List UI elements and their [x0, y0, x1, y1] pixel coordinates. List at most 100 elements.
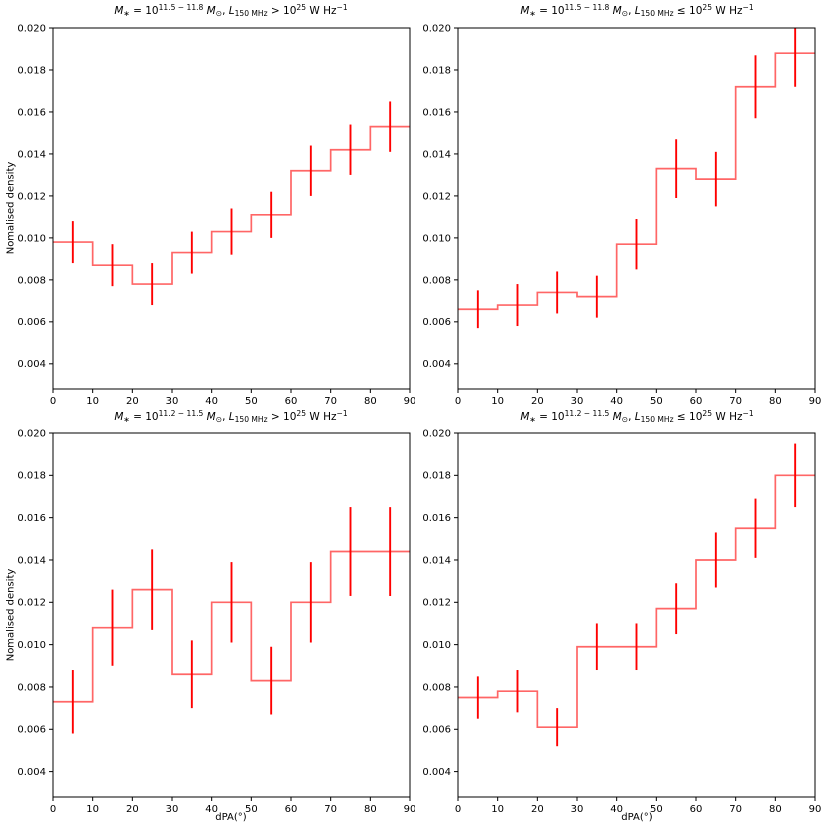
- x-tick-label: 90: [404, 804, 415, 815]
- y-tick-label: 0.016: [17, 107, 46, 118]
- title-segment: ,: [222, 411, 229, 423]
- x-tick-label: 10: [86, 804, 99, 815]
- title-segment: > 10: [267, 5, 297, 17]
- y-tick-label: 0.006: [17, 725, 46, 736]
- title-segment: = 10: [129, 5, 159, 17]
- title-segment: L: [634, 411, 641, 423]
- histogram-step-line: [458, 474, 815, 729]
- y-tick-label: 0.012: [17, 598, 46, 609]
- y-tick-label: 0.020: [422, 23, 451, 34]
- x-tick-label: 30: [166, 804, 179, 815]
- title-segment: 11.2 − 11.5: [564, 409, 610, 419]
- x-axis-label-bottom-left: dPA(°): [215, 812, 247, 823]
- y-tick-label: 0.014: [422, 555, 451, 566]
- x-tick-label: 60: [690, 804, 703, 815]
- x-tick-label: 30: [571, 396, 584, 407]
- title-segment: > 10: [267, 411, 297, 423]
- x-tick-label: 20: [531, 804, 544, 815]
- y-axis-label-top-left: Nomalised density: [5, 161, 17, 255]
- y-tick-label: 0.012: [17, 191, 46, 202]
- title-segment: W Hz: [306, 5, 337, 17]
- title-segment: M: [612, 5, 622, 17]
- title-segment: ≤ 10: [673, 5, 703, 17]
- title-segment: M: [206, 5, 216, 17]
- axes-spines: [52, 27, 411, 390]
- y-tick-label: 0.008: [422, 682, 451, 693]
- y-tick-label: 0.010: [17, 233, 46, 244]
- y-tick-label: 0.018: [422, 471, 451, 482]
- title-segment: 11.2 − 11.5: [158, 409, 204, 419]
- x-tick-label: 20: [126, 804, 139, 815]
- x-tick-label: 30: [166, 396, 179, 407]
- panel-bottom-right-plot: 0 10 20 30 40 50 60 70 80 90 0.004 0.006 0.008 0.010 0…: [422, 428, 822, 815]
- panel-title-bottom-right: M∗ = 1011.2 − 11.5 M⊙, L150 MHz ≤ 1025 W…: [520, 409, 754, 425]
- title-segment: = 10: [535, 411, 565, 423]
- title-segment: 150 MHz: [234, 415, 268, 425]
- x-tick-label: 80: [769, 396, 782, 407]
- axes-spines: [52, 432, 411, 798]
- y-tick-label: 0.010: [17, 640, 46, 651]
- x-tick-label: 20: [531, 396, 544, 407]
- y-tick-label: 0.006: [17, 317, 46, 328]
- title-segment: M: [206, 411, 216, 423]
- title-segment: ≤ 10: [673, 411, 703, 423]
- y-tick-label: 0.016: [17, 513, 46, 524]
- x-tick-label: 40: [610, 396, 623, 407]
- title-segment: L: [634, 5, 641, 17]
- x-tick-label: 0: [50, 804, 56, 815]
- title-segment: = 10: [129, 411, 159, 423]
- x-tick-label: 80: [364, 396, 377, 407]
- y-tick-label: 0.008: [422, 275, 451, 286]
- x-tick-label: 90: [809, 804, 822, 815]
- title-segment: ∗: [123, 415, 130, 425]
- title-segment: W Hz: [712, 411, 743, 423]
- x-tick-label: 40: [610, 804, 623, 815]
- title-segment: ⊙: [215, 415, 223, 425]
- title-segment: 25: [702, 409, 713, 419]
- y-tick-label: 0.006: [422, 317, 451, 328]
- title-segment: ,: [222, 5, 229, 17]
- y-tick-label: 0.020: [17, 23, 46, 34]
- title-segment: ⊙: [215, 9, 223, 19]
- title-segment: M: [612, 411, 622, 423]
- y-tick-label: 0.020: [17, 428, 46, 439]
- x-tick-label: 50: [245, 396, 258, 407]
- x-tick-label: 20: [126, 396, 139, 407]
- x-tick-label: 60: [690, 396, 703, 407]
- x-tick-label: 60: [285, 804, 298, 815]
- y-tick-label: 0.004: [422, 767, 451, 778]
- histogram-step-line: [458, 52, 815, 311]
- title-segment: 25: [296, 409, 307, 419]
- title-segment: −1: [336, 409, 348, 419]
- title-segment: L: [228, 411, 235, 423]
- x-tick-label: 30: [571, 804, 584, 815]
- title-segment: −1: [742, 409, 754, 419]
- title-segment: M: [520, 5, 530, 17]
- title-segment: ∗: [123, 9, 130, 19]
- title-segment: ⊙: [621, 415, 629, 425]
- y-tick-label: 0.016: [422, 107, 451, 118]
- x-tick-label: 10: [86, 396, 99, 407]
- title-segment: ∗: [529, 9, 536, 19]
- x-tick-label: 0: [455, 804, 461, 815]
- y-tick-label: 0.010: [422, 640, 451, 651]
- title-segment: 11.5 − 11.8: [158, 3, 204, 13]
- title-segment: ,: [628, 5, 635, 17]
- title-segment: M: [520, 411, 530, 423]
- x-tick-label: 90: [809, 396, 822, 407]
- x-tick-label: 70: [324, 804, 337, 815]
- y-tick-label: 0.014: [422, 149, 451, 160]
- title-segment: ⊙: [621, 9, 629, 19]
- x-tick-label: 40: [205, 396, 218, 407]
- x-tick-label: 0: [455, 396, 461, 407]
- y-tick-label: 0.018: [17, 65, 46, 76]
- title-segment: 150 MHz: [640, 415, 674, 425]
- x-tick-label: 50: [245, 804, 258, 815]
- y-tick-label: 0.010: [422, 233, 451, 244]
- x-tick-label: 50: [650, 804, 663, 815]
- x-tick-label: 10: [491, 804, 504, 815]
- panel-title-top-right: M∗ = 1011.5 − 11.8 M⊙, L150 MHz ≤ 1025 W…: [520, 3, 753, 19]
- y-axis-label-bottom-left: Nomalised density: [5, 568, 17, 662]
- x-tick-label: 0: [50, 396, 56, 407]
